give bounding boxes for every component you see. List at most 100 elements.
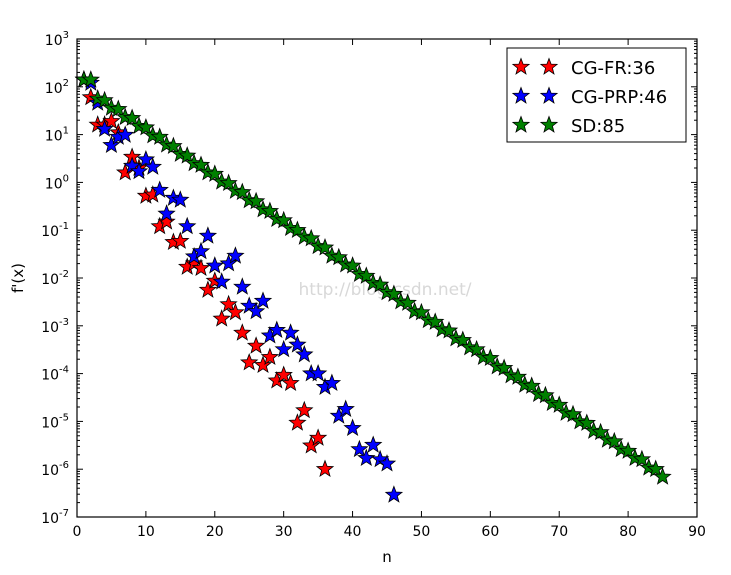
- data-point: [377, 454, 397, 472]
- data-point: [246, 301, 266, 320]
- legend-marker: [539, 57, 559, 75]
- data-point: [253, 355, 273, 374]
- y-tick-label: 100: [45, 173, 69, 192]
- x-tick-label: 60: [481, 524, 499, 540]
- data-point: [150, 127, 169, 145]
- data-point: [467, 339, 486, 358]
- data-point: [129, 161, 149, 180]
- x-tick-label: 50: [413, 524, 431, 540]
- data-point: [212, 272, 231, 290]
- data-point: [233, 323, 252, 341]
- data-point: [191, 258, 211, 277]
- data-point: [508, 367, 528, 385]
- data-point: [253, 291, 273, 309]
- data-point: [288, 335, 307, 353]
- legend-label: CG-FR:36: [571, 58, 655, 79]
- data-point: [157, 204, 176, 222]
- data-point: [274, 339, 293, 358]
- data-point: [398, 293, 417, 311]
- data-point: [426, 312, 445, 330]
- data-point: [364, 435, 383, 453]
- data-point: [632, 449, 652, 468]
- data-point: [357, 448, 376, 467]
- data-point: [219, 253, 238, 272]
- data-point: [157, 212, 176, 230]
- y-tick-label: 101: [45, 126, 69, 145]
- data-point: [453, 330, 472, 349]
- data-point: [343, 418, 362, 437]
- data-point: [343, 256, 362, 274]
- data-point: [646, 459, 665, 478]
- series-1: [74, 70, 404, 503]
- data-point: [274, 210, 293, 229]
- data-point: [267, 320, 286, 339]
- data-point: [591, 422, 610, 441]
- data-point: [577, 413, 596, 431]
- data-point: [95, 90, 114, 109]
- data-point: [295, 344, 314, 363]
- x-tick-label: 10: [137, 524, 155, 540]
- y-tick-label: 102: [45, 78, 69, 97]
- x-axis-label: n: [382, 548, 392, 566]
- data-point: [618, 441, 638, 459]
- x-tick-label: 80: [619, 524, 637, 540]
- data-point: [212, 309, 231, 327]
- data-point: [233, 182, 252, 201]
- data-point: [288, 413, 307, 431]
- data-point: [226, 302, 245, 321]
- data-point: [219, 173, 238, 192]
- legend-box: [506, 47, 687, 143]
- data-point: [384, 284, 404, 302]
- y-tick-label: 103: [45, 30, 69, 49]
- y-tick-label: 10-6: [41, 460, 69, 479]
- data-point: [233, 277, 252, 295]
- data-point: [550, 395, 569, 413]
- data-point: [288, 220, 307, 239]
- y-tick-label: 10-5: [41, 412, 69, 431]
- data-point: [322, 373, 342, 392]
- data-point: [336, 399, 355, 418]
- data-point: [226, 246, 245, 264]
- data-point: [563, 404, 583, 423]
- data-point: [240, 352, 259, 371]
- data-point: [653, 467, 672, 485]
- x-tick-label: 0: [73, 524, 82, 540]
- x-tick-label: 40: [344, 524, 362, 540]
- data-point: [260, 347, 280, 366]
- data-point: [315, 459, 335, 478]
- data-point: [102, 135, 121, 154]
- y-axis-label: f'(x): [9, 263, 27, 293]
- data-point: [198, 280, 218, 298]
- x-tick-label: 90: [688, 524, 706, 540]
- series-2: [74, 70, 672, 485]
- y-tick-label: 10-2: [41, 269, 69, 288]
- data-point: [412, 302, 431, 321]
- data-point: [439, 321, 459, 339]
- data-point: [315, 238, 335, 256]
- data-point: [178, 216, 197, 235]
- data-point: [302, 436, 321, 454]
- y-tick-label: 10-3: [41, 317, 69, 336]
- y-tick-label: 10-1: [41, 221, 69, 240]
- data-point: [605, 431, 624, 450]
- x-tick-label: 70: [550, 524, 568, 540]
- legend-label: SD:85: [571, 116, 625, 137]
- data-point: [281, 323, 300, 341]
- legend: CG-FR:36 CG-PRP:46 SD:85: [506, 47, 687, 143]
- data-point: [295, 400, 314, 419]
- y-tick-label: 10-7: [41, 508, 69, 527]
- data-point: [384, 485, 404, 503]
- data-point: [116, 125, 135, 143]
- legend-marker: [539, 86, 559, 104]
- legend-marker: [511, 86, 531, 104]
- data-point: [150, 180, 169, 198]
- data-point: [522, 376, 541, 394]
- data-point: [191, 241, 211, 260]
- legend-label: CG-PRP:46: [571, 87, 667, 108]
- data-point: [246, 191, 266, 210]
- data-point: [191, 155, 211, 173]
- data-point: [171, 190, 190, 208]
- data-point: [357, 266, 376, 284]
- data-point: [219, 294, 238, 313]
